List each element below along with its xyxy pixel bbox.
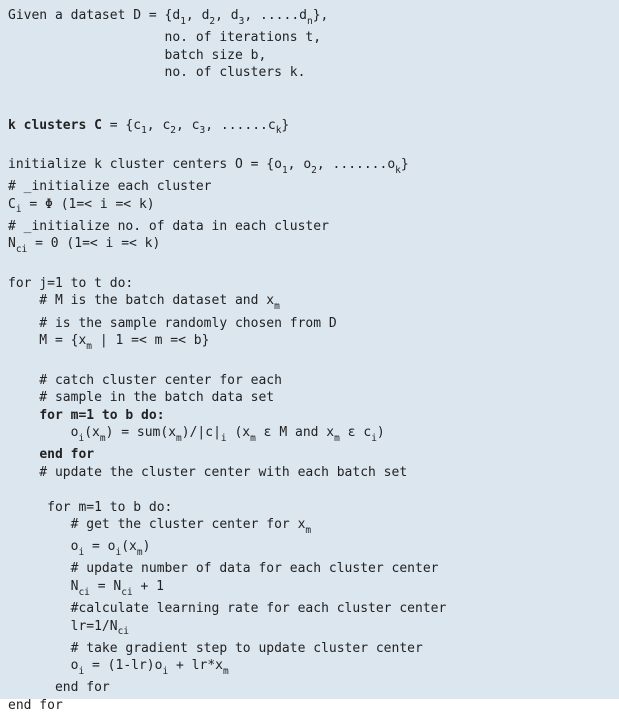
algorithm-code-block: Given a dataset D = {d1, d2, d3, .....dn… xyxy=(0,0,619,699)
